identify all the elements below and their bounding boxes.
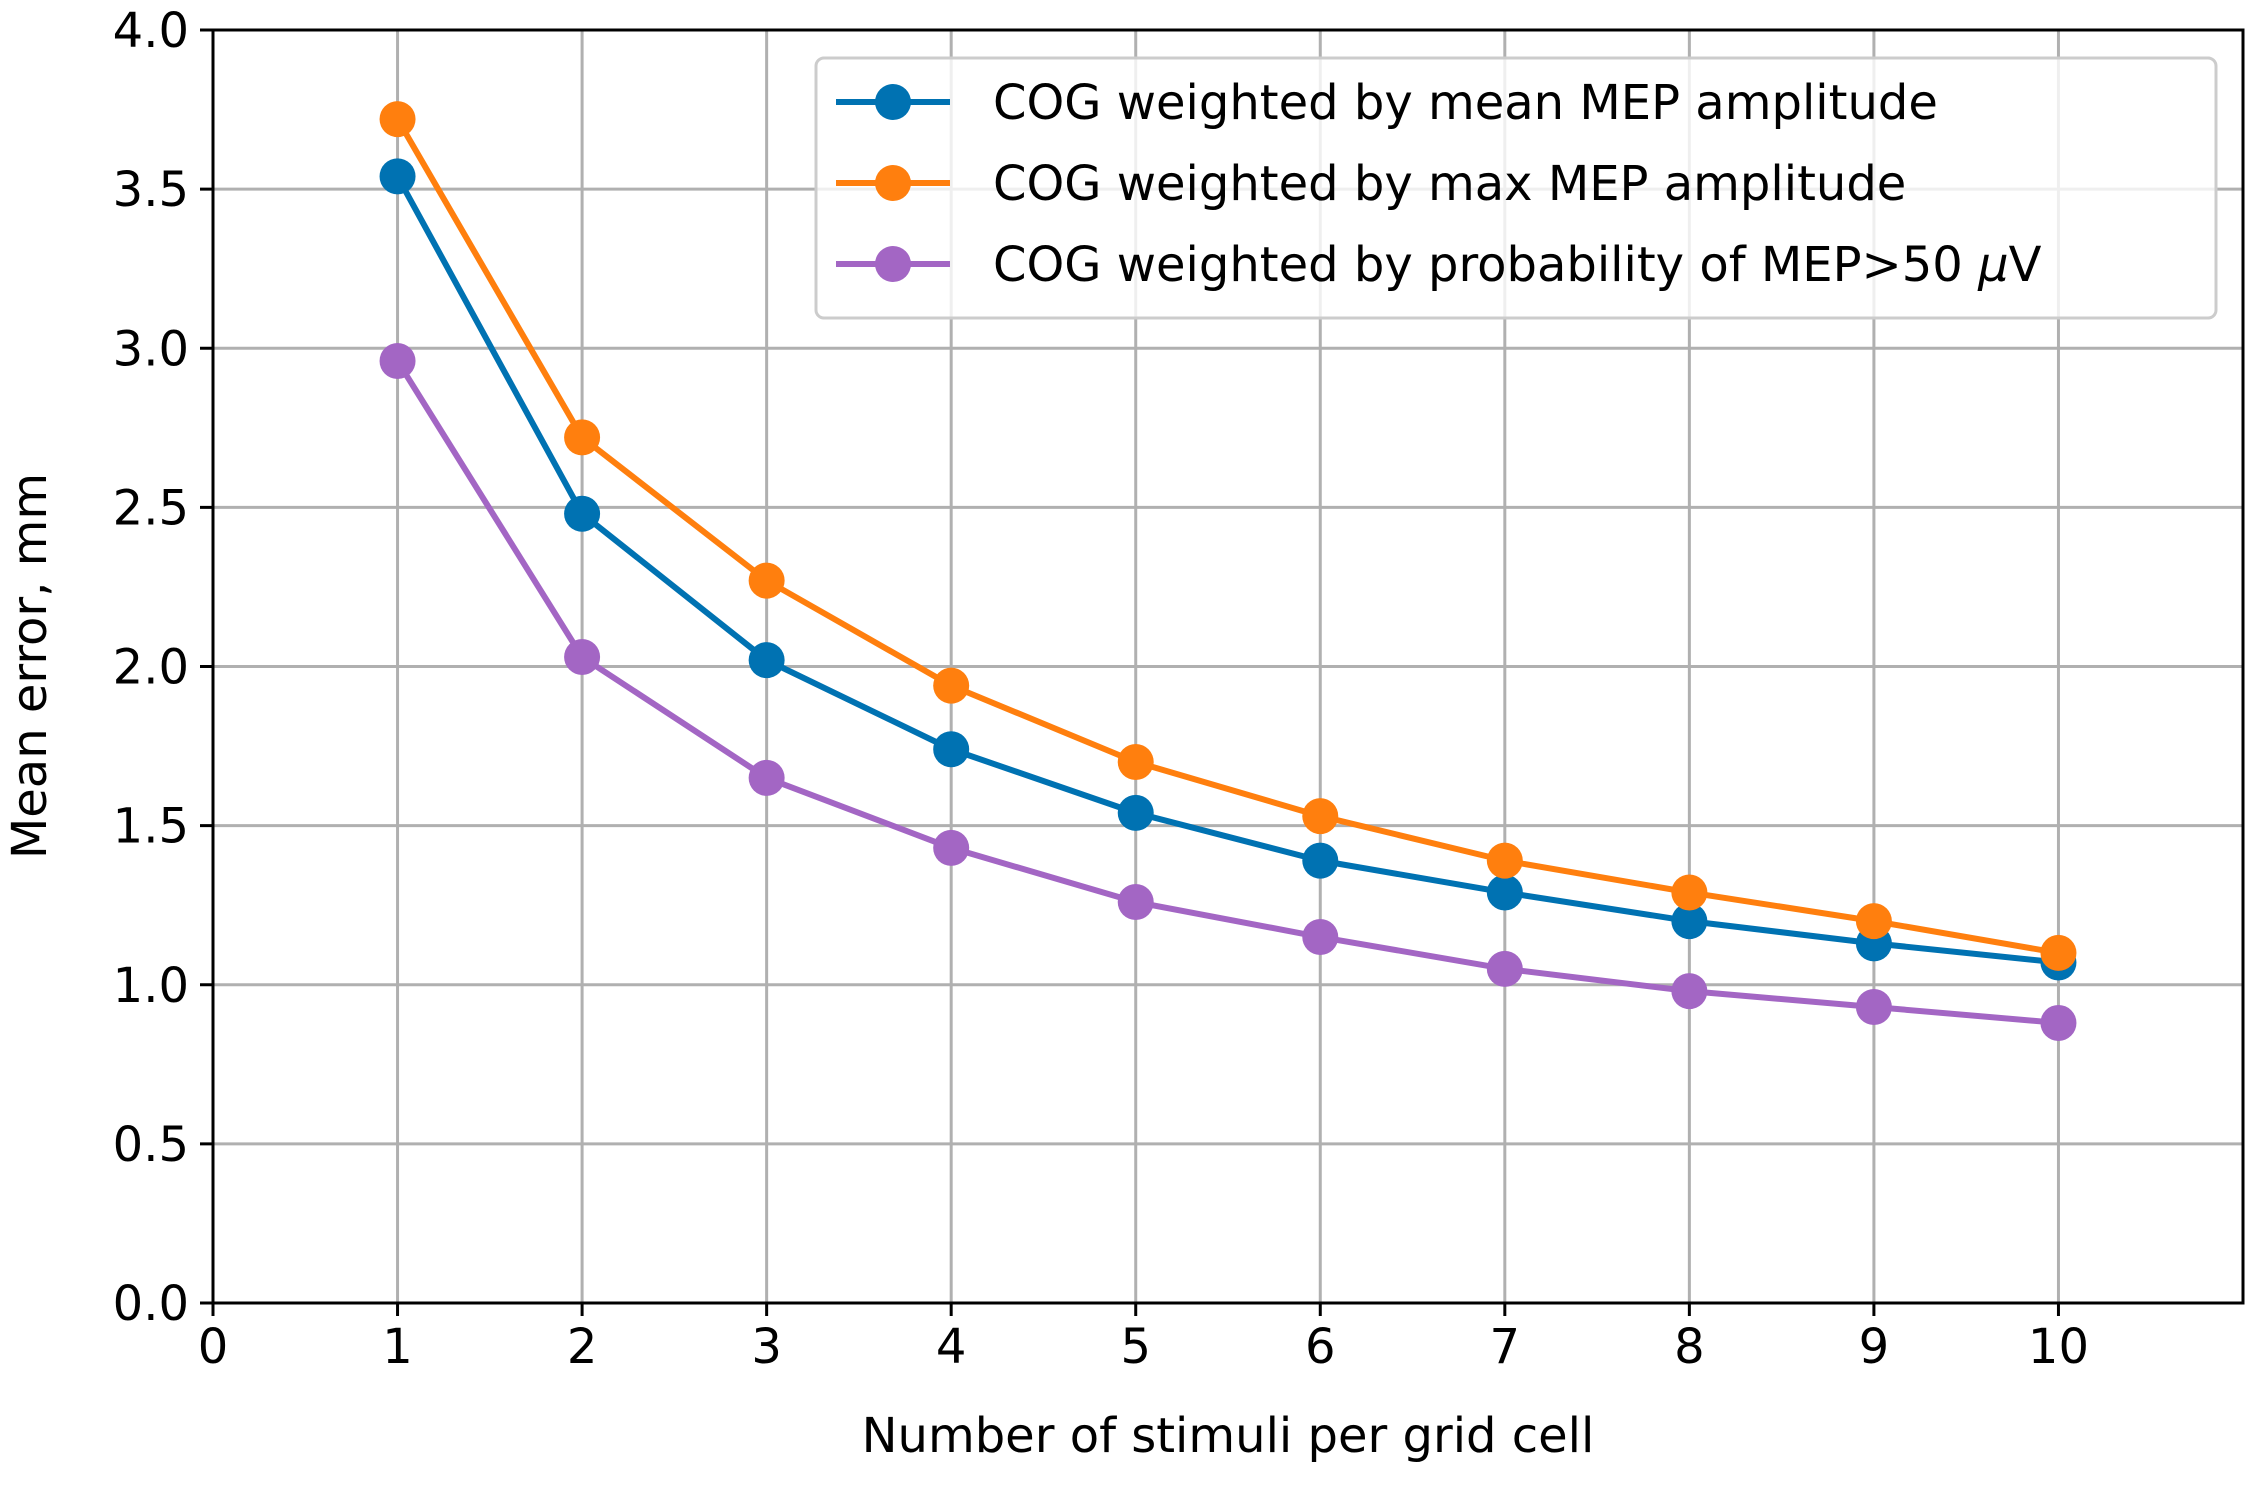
y-tick-label: 4.0	[113, 3, 189, 59]
series-line	[394, 357, 2062, 1026]
data-point	[564, 419, 601, 456]
data-point	[379, 342, 416, 379]
x-tick-label: 0	[198, 1319, 229, 1375]
data-point	[1302, 842, 1339, 879]
data-point	[379, 101, 416, 138]
data-point	[564, 495, 601, 532]
x-tick-label: 10	[2028, 1319, 2089, 1375]
data-point	[2040, 934, 2077, 971]
y-tick-label: 0.0	[113, 1276, 189, 1332]
x-tick-label: 6	[1305, 1319, 1336, 1375]
data-point	[1671, 973, 1708, 1010]
y-axis-label: Mean error, mm	[2, 473, 58, 859]
legend-marker	[875, 246, 911, 282]
data-point	[564, 638, 601, 675]
data-point	[1671, 903, 1708, 940]
y-tick-label: 0.5	[113, 1117, 189, 1173]
y-tick-label: 3.0	[113, 321, 189, 377]
series-line	[394, 116, 2062, 956]
axis-ticks: 0 1 2 3 4 5 6 7 8 9 10 0.0 0.5 1.0 1.5 2.0 2.5 3.0 3.5 4.0	[113, 3, 2089, 1375]
series-2	[379, 101, 2077, 971]
x-axis-label: Number of stimuli per grid cell	[862, 1408, 1595, 1464]
legend-label: COG weighted by mean MEP amplitude	[993, 75, 1938, 131]
data-point	[933, 667, 970, 704]
data-point	[1855, 989, 1892, 1026]
data-point	[748, 562, 785, 599]
series-3	[379, 342, 2077, 1041]
legend-label-unit: V	[2009, 237, 2042, 293]
data-point	[1302, 919, 1339, 956]
legend-label-mu: μ	[1977, 237, 2009, 293]
y-tick-label: 2.0	[113, 640, 189, 696]
legend-entries: COG weighted by mean MEP amplitude COG we…	[836, 75, 2042, 293]
x-tick-label: 9	[1859, 1319, 1890, 1375]
y-tick-label: 2.5	[113, 480, 189, 536]
data-point	[1486, 842, 1523, 879]
data-point	[1855, 903, 1892, 940]
data-point	[933, 731, 970, 768]
series-line	[394, 173, 2062, 966]
legend-label: COG weighted by max MEP amplitude	[993, 156, 1906, 212]
x-tick-label: 3	[751, 1319, 782, 1375]
series-1	[379, 158, 2077, 981]
legend-entry: COG weighted by max MEP amplitude	[836, 156, 1906, 212]
data-point	[933, 829, 970, 866]
legend-box	[814, 56, 2218, 320]
x-tick-label: 8	[1674, 1319, 1705, 1375]
legend-entry: COG weighted by probability of MEP>50 μV	[836, 237, 2042, 293]
series	[379, 101, 2077, 1041]
legend: COG weighted by mean MEP amplitude COG we…	[814, 56, 2218, 320]
data-point	[1302, 798, 1339, 835]
x-tick-label: 7	[1490, 1319, 1521, 1375]
x-tick-label: 1	[382, 1319, 413, 1375]
legend-marker	[875, 84, 911, 120]
data-point	[1117, 884, 1154, 921]
y-tick-label: 3.5	[113, 162, 189, 218]
data-point	[1486, 950, 1523, 987]
data-point	[1486, 874, 1523, 911]
data-point	[1117, 743, 1154, 780]
data-point	[1671, 874, 1708, 911]
x-tick-label: 5	[1120, 1319, 1151, 1375]
legend-entry: COG weighted by mean MEP amplitude	[836, 75, 1938, 131]
legend-marker	[875, 165, 911, 201]
data-point	[379, 158, 416, 195]
y-tick-label: 1.0	[113, 958, 189, 1014]
x-tick-label: 2	[567, 1319, 598, 1375]
data-point	[1117, 794, 1154, 831]
data-point	[748, 759, 785, 796]
data-point	[748, 642, 785, 679]
data-point	[2040, 1004, 2077, 1041]
y-tick-label: 1.5	[113, 799, 189, 855]
legend-label: COG weighted by probability of MEP>50 μV	[993, 237, 2042, 293]
x-tick-label: 4	[936, 1319, 967, 1375]
